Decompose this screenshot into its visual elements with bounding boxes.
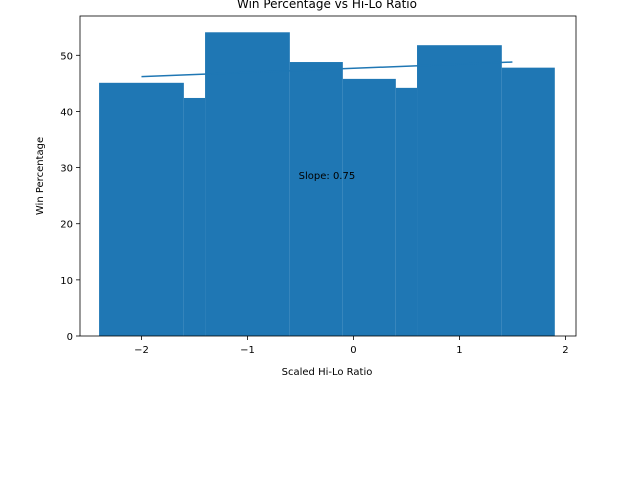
bar-7 [417,45,502,336]
trend-line [141,61,513,78]
y-tick-label: 0 [67,332,73,343]
bar-8 [501,67,555,337]
bar-5 [342,78,396,336]
bar-3 [205,32,290,336]
bar-2 [183,97,206,337]
x-tick-label: −2 [134,345,149,356]
bar-6 [395,87,418,336]
y-tick-label: 50 [60,51,73,62]
y-axis-ticks: 0 10 20 30 40 50 [60,51,80,343]
bar-4 [289,62,343,336]
y-tick-label: 30 [60,164,73,175]
y-tick-label: 20 [60,220,73,231]
y-tick-label: 10 [60,276,73,287]
x-tick-label: −1 [240,345,255,356]
chart-title: Win Percentage vs Hi-Lo Ratio [237,0,417,11]
x-tick-label: 0 [350,345,356,356]
bars-group [99,32,555,337]
y-axis-label: Win Percentage [35,137,46,215]
x-axis-ticks: −2 −1 0 1 2 [134,336,569,356]
x-axis-label: Scaled Hi-Lo Ratio [282,367,373,378]
x-tick-label: 1 [456,345,462,356]
bar-1 [99,82,184,337]
y-tick-label: 40 [60,107,73,118]
slope-annotation: Slope: 0.75 [299,171,356,182]
plot-frame [79,15,577,337]
plot-area: Slope: 0.75 [99,32,555,337]
x-tick-label: 2 [562,345,568,356]
